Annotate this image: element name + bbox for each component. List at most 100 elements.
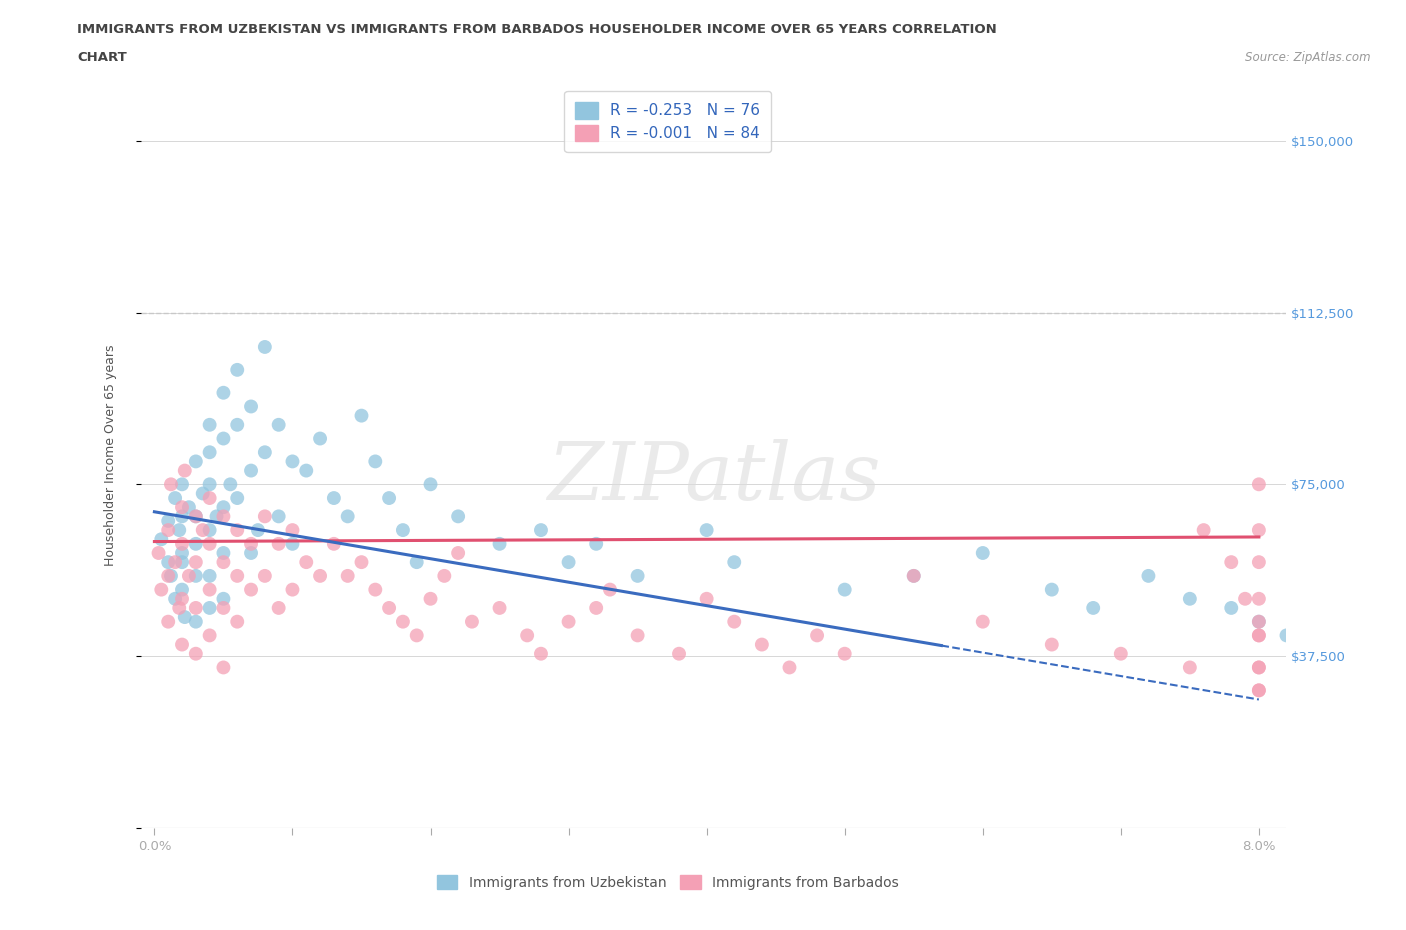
Point <box>488 537 510 551</box>
Point <box>198 477 221 492</box>
Point <box>350 554 373 569</box>
Point <box>212 591 235 606</box>
Point <box>419 477 441 492</box>
Point <box>557 614 579 629</box>
Point <box>226 568 249 583</box>
Text: Source: ZipAtlas.com: Source: ZipAtlas.com <box>1246 51 1371 64</box>
Point <box>198 537 221 551</box>
Point <box>433 568 456 583</box>
Point <box>1220 601 1243 616</box>
Y-axis label: Householder Income Over 65 years: Householder Income Over 65 years <box>104 345 117 566</box>
Point <box>309 432 332 446</box>
Point <box>246 523 269 538</box>
Point <box>198 568 221 583</box>
Point <box>170 546 193 561</box>
Point <box>240 399 263 414</box>
Point <box>226 523 249 538</box>
Point <box>267 537 290 551</box>
Point <box>1109 646 1132 661</box>
Point <box>834 646 856 661</box>
Point <box>723 554 745 569</box>
Point <box>696 523 718 538</box>
Point <box>1247 614 1270 629</box>
Point <box>160 477 183 492</box>
Point <box>516 628 538 643</box>
Point <box>1247 628 1270 643</box>
Point <box>295 554 318 569</box>
Point <box>226 418 249 432</box>
Point <box>226 614 249 629</box>
Point <box>668 646 690 661</box>
Point <box>184 554 207 569</box>
Point <box>1040 637 1063 652</box>
Point <box>240 537 263 551</box>
Text: CHART: CHART <box>77 51 127 64</box>
Point <box>392 523 415 538</box>
Point <box>198 445 221 459</box>
Point <box>170 537 193 551</box>
Point <box>226 491 249 506</box>
Point <box>336 509 359 524</box>
Point <box>1247 660 1270 675</box>
Point <box>364 454 387 469</box>
Point <box>184 614 207 629</box>
Point <box>170 591 193 606</box>
Point <box>170 582 193 597</box>
Point <box>1275 628 1298 643</box>
Point <box>585 601 607 616</box>
Point <box>173 463 195 478</box>
Point <box>392 614 415 629</box>
Point <box>157 513 180 528</box>
Point <box>626 568 648 583</box>
Point <box>184 568 207 583</box>
Point <box>1220 554 1243 569</box>
Point <box>972 614 994 629</box>
Point <box>170 554 193 569</box>
Point <box>253 568 276 583</box>
Point <box>336 568 359 583</box>
Point <box>198 418 221 432</box>
Point <box>212 546 235 561</box>
Point <box>253 509 276 524</box>
Point <box>972 546 994 561</box>
Point <box>1192 523 1215 538</box>
Point <box>1083 601 1105 616</box>
Point <box>184 537 207 551</box>
Point <box>903 568 925 583</box>
Point <box>157 614 180 629</box>
Point <box>240 463 263 478</box>
Point <box>557 554 579 569</box>
Point <box>585 537 607 551</box>
Point <box>167 601 190 616</box>
Point <box>447 509 470 524</box>
Point <box>806 628 828 643</box>
Point <box>170 477 193 492</box>
Point <box>165 591 187 606</box>
Point <box>1247 683 1270 698</box>
Point <box>177 499 200 514</box>
Point <box>1137 568 1160 583</box>
Point <box>198 491 221 506</box>
Point <box>1247 523 1270 538</box>
Point <box>599 582 621 597</box>
Point <box>281 454 304 469</box>
Point <box>212 554 235 569</box>
Point <box>191 486 214 501</box>
Point <box>903 568 925 583</box>
Point <box>1234 591 1257 606</box>
Point <box>184 646 207 661</box>
Legend: Immigrants from Uzbekistan, Immigrants from Barbados: Immigrants from Uzbekistan, Immigrants f… <box>432 870 904 896</box>
Point <box>170 499 193 514</box>
Point <box>205 509 228 524</box>
Point <box>405 554 427 569</box>
Point <box>212 660 235 675</box>
Point <box>212 432 235 446</box>
Point <box>198 628 221 643</box>
Point <box>751 637 773 652</box>
Point <box>378 601 401 616</box>
Point <box>1178 591 1201 606</box>
Point <box>1247 554 1270 569</box>
Point <box>198 582 221 597</box>
Point <box>281 582 304 597</box>
Point <box>461 614 484 629</box>
